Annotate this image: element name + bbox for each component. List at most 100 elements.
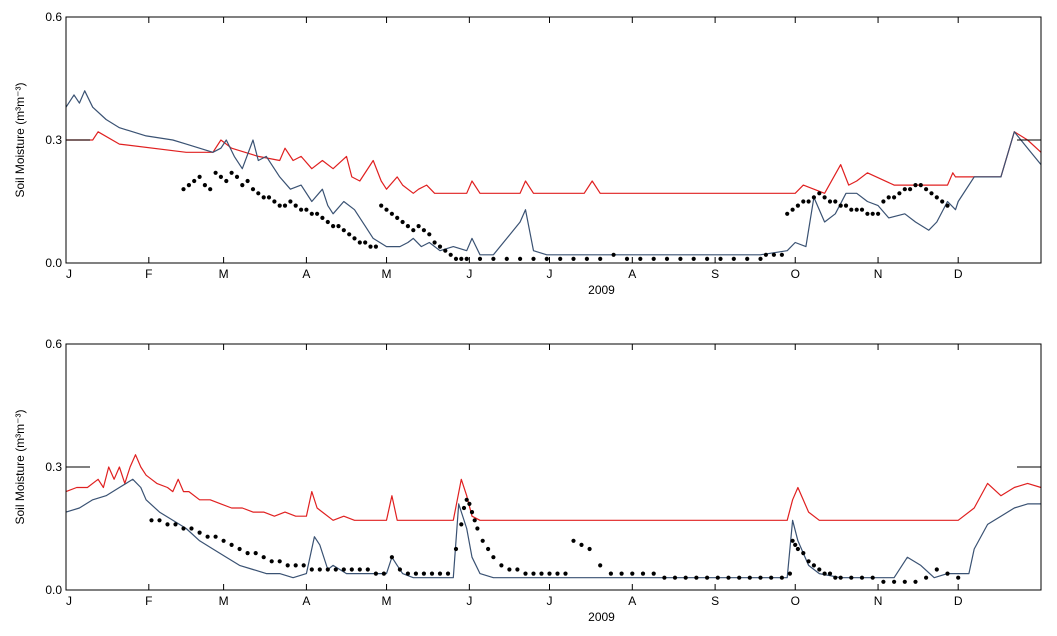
x-tick-label: O bbox=[791, 594, 800, 608]
data-point bbox=[229, 170, 234, 175]
x-tick-label: F bbox=[145, 267, 152, 281]
data-point bbox=[365, 567, 370, 572]
chart-panel-1: 0.0 0.3 0.6 J F M A M J J A S O N D 2009 Soil Moisture (… bbox=[13, 10, 1042, 297]
data-point bbox=[795, 203, 801, 208]
data-point bbox=[795, 546, 801, 552]
data-point bbox=[624, 256, 630, 261]
data-point bbox=[429, 571, 435, 576]
data-point bbox=[843, 203, 849, 208]
data-point bbox=[811, 563, 817, 568]
data-point bbox=[341, 567, 346, 572]
data-point bbox=[779, 575, 785, 580]
data-point bbox=[352, 236, 357, 241]
data-point bbox=[331, 224, 336, 229]
data-point bbox=[790, 207, 795, 212]
data-point bbox=[325, 567, 330, 572]
data-point bbox=[357, 240, 362, 245]
data-point bbox=[587, 546, 592, 552]
data-point bbox=[678, 256, 683, 261]
data-point bbox=[197, 174, 202, 179]
data-point bbox=[269, 559, 274, 564]
data-point bbox=[379, 203, 384, 208]
data-point bbox=[801, 199, 806, 204]
data-point bbox=[229, 542, 234, 548]
data-point bbox=[491, 555, 496, 560]
data-point bbox=[913, 579, 918, 584]
data-point bbox=[445, 571, 451, 576]
data-point bbox=[662, 575, 667, 580]
data-point bbox=[395, 215, 400, 220]
data-point bbox=[881, 579, 886, 584]
y-axis-label: Soil Moisture (m³m⁻³) bbox=[13, 409, 27, 524]
data-point bbox=[288, 199, 293, 204]
data-point bbox=[598, 563, 603, 568]
data-point bbox=[745, 256, 750, 261]
data-point bbox=[651, 256, 656, 261]
data-point bbox=[320, 215, 325, 220]
data-point bbox=[769, 575, 774, 580]
data-point bbox=[811, 195, 817, 200]
data-point bbox=[876, 211, 881, 216]
data-point bbox=[416, 224, 421, 229]
data-point bbox=[299, 207, 304, 212]
data-point bbox=[849, 207, 854, 212]
data-point bbox=[149, 518, 154, 523]
x-tick-label: J bbox=[466, 594, 472, 608]
data-point bbox=[849, 575, 854, 580]
data-point bbox=[747, 575, 752, 580]
data-point bbox=[902, 187, 907, 192]
data-point bbox=[205, 534, 210, 539]
data-point bbox=[694, 575, 699, 580]
data-point bbox=[558, 256, 563, 261]
data-point bbox=[202, 183, 207, 188]
series-3-markers bbox=[181, 170, 950, 261]
data-point bbox=[838, 203, 843, 208]
data-point bbox=[282, 203, 288, 208]
data-point bbox=[304, 207, 309, 212]
data-point bbox=[453, 546, 459, 552]
data-point bbox=[886, 195, 891, 200]
x-tick-label: N bbox=[874, 267, 883, 281]
series-1-line bbox=[66, 131, 1042, 194]
data-point bbox=[261, 555, 266, 560]
data-point bbox=[405, 571, 410, 576]
data-point bbox=[924, 187, 929, 192]
data-point bbox=[192, 178, 197, 184]
data-point bbox=[547, 571, 552, 576]
chart-panel-2: 0.0 0.3 0.6 J F M A M J J A S O N D 2009 Soil Moisture (… bbox=[13, 337, 1042, 624]
data-point bbox=[381, 571, 386, 576]
data-point bbox=[464, 497, 469, 502]
data-point bbox=[317, 567, 322, 572]
data-point bbox=[250, 187, 256, 192]
data-point bbox=[315, 211, 320, 216]
y-tick-label: 0.3 bbox=[45, 133, 62, 147]
data-point bbox=[411, 228, 416, 233]
data-point bbox=[779, 252, 785, 257]
x-tick-label: J bbox=[66, 267, 72, 281]
data-point bbox=[531, 571, 536, 576]
data-point bbox=[731, 256, 736, 261]
data-point bbox=[363, 240, 368, 245]
x-tick-label: D bbox=[954, 594, 963, 608]
data-point bbox=[293, 563, 298, 568]
data-point bbox=[571, 256, 576, 261]
data-point bbox=[865, 211, 870, 216]
data-point bbox=[790, 538, 795, 543]
y-axis-label: Soil Moisture (m³m⁻³) bbox=[13, 82, 27, 197]
data-point bbox=[472, 518, 477, 523]
data-point bbox=[453, 256, 459, 261]
x-axis-label: 2009 bbox=[588, 283, 615, 297]
data-point bbox=[397, 567, 402, 572]
data-point bbox=[357, 567, 362, 572]
x-tick-label: A bbox=[302, 594, 310, 608]
data-point bbox=[787, 571, 793, 576]
data-point bbox=[443, 248, 448, 253]
data-point bbox=[833, 199, 838, 204]
x-tick-label: S bbox=[711, 267, 719, 281]
data-point bbox=[504, 256, 509, 261]
data-point bbox=[253, 551, 258, 556]
data-point bbox=[771, 252, 777, 257]
data-point bbox=[726, 575, 731, 580]
data-point bbox=[913, 183, 918, 188]
